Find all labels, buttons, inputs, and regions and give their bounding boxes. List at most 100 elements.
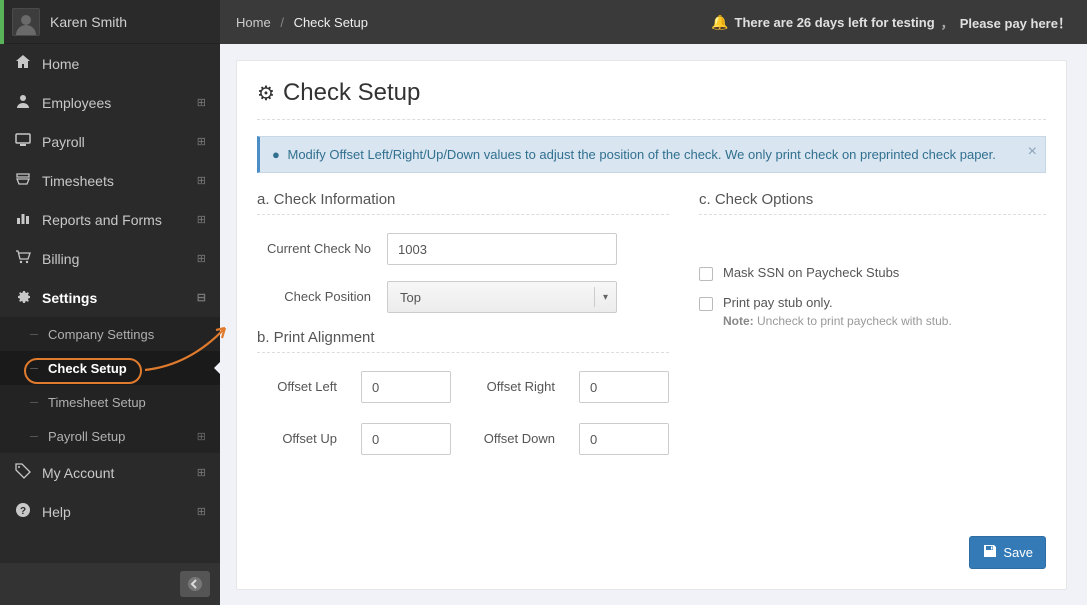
nav-label: Billing (42, 251, 197, 267)
offset-right-input[interactable] (579, 371, 669, 403)
bell-icon: 🔔 (711, 14, 728, 31)
subnav-check-setup[interactable]: Check Setup (0, 351, 220, 385)
alert-text: Modify Offset Left/Right/Up/Down values … (287, 147, 995, 162)
user-accent-bar (0, 0, 4, 44)
footer-nav: My Account ⊞ ? Help ⊞ (0, 453, 220, 531)
offset-down-input[interactable] (579, 423, 669, 455)
breadcrumb-home[interactable]: Home (236, 15, 271, 30)
nav-label: Timesheets (42, 173, 197, 189)
section-c-title: c. Check Options (699, 191, 1046, 214)
bullet-icon: ● (272, 147, 280, 162)
print-stub-only-checkbox[interactable] (699, 297, 713, 311)
alert-close-button[interactable]: × (1028, 143, 1037, 161)
nav-label: Settings (42, 290, 197, 306)
sidebar-collapse-row (0, 563, 220, 605)
section-b-title: b. Print Alignment (257, 329, 669, 352)
page-title: ⚙ Check Setup (257, 79, 1046, 119)
breadcrumb-current: Check Setup (294, 15, 368, 30)
nav-label: Employees (42, 95, 197, 111)
section-separator (699, 214, 1046, 215)
username: Karen Smith (50, 14, 127, 30)
mask-ssn-checkbox[interactable] (699, 267, 713, 281)
save-row: Save (969, 536, 1046, 569)
topbar: Home / Check Setup 🔔 There are 26 days l… (220, 0, 1087, 44)
label-offset-down: Offset Down (475, 431, 555, 447)
note-label: Note: (723, 314, 754, 328)
form-columns: a. Check Information Current Check No Ch… (257, 191, 1046, 455)
sub-label: Company Settings (48, 327, 154, 342)
subnav-timesheet-setup[interactable]: Timesheet Setup (0, 385, 220, 419)
row-check-position: Check Position Top (257, 281, 669, 313)
row-mask-ssn: Mask SSN on Paycheck Stubs (699, 265, 1046, 281)
check-position-value: Top (400, 290, 421, 305)
expand-icon: ⊞ (197, 213, 206, 226)
content-panel: ⚙ Check Setup ● Modify Offset Left/Right… (236, 60, 1067, 590)
sub-marker-icon (30, 334, 38, 335)
title-prefix: Check (283, 79, 351, 107)
sidebar-item-employees[interactable]: Employees ⊞ (0, 83, 220, 122)
nav-label: Help (42, 504, 197, 520)
sub-label: Timesheet Setup (48, 395, 146, 410)
person-icon (14, 93, 32, 113)
offset-grid: Offset Left Offset Right Offset Up Offse… (257, 371, 669, 455)
current-check-no-input[interactable] (387, 233, 617, 265)
trial-banner: 🔔 There are 26 days left for testing ， P… (711, 13, 1071, 32)
expand-icon: ⊞ (197, 135, 206, 148)
home-icon (14, 54, 32, 74)
right-column: c. Check Options Mask SSN on Paycheck St… (699, 191, 1046, 455)
gear-icon: ⚙ (257, 81, 275, 106)
note-text: Uncheck to print paycheck with stub. (757, 314, 952, 328)
main: ⚙ Check Setup ● Modify Offset Left/Right… (220, 44, 1077, 595)
subnav-payroll-setup[interactable]: Payroll Setup ⊞ (0, 419, 220, 453)
expand-icon: ⊞ (197, 174, 206, 187)
tag-icon (14, 463, 32, 483)
left-column: a. Check Information Current Check No Ch… (257, 191, 669, 455)
offset-left-input[interactable] (361, 371, 451, 403)
bar-chart-icon (14, 210, 32, 230)
banner-sep: ， (941, 13, 954, 32)
expand-icon: ⊞ (197, 252, 206, 265)
sidebar-item-timesheets[interactable]: Timesheets ⊞ (0, 161, 220, 200)
monitor-icon (14, 132, 32, 152)
sidebar-collapse-button[interactable] (180, 571, 210, 597)
sidebar-item-billing[interactable]: Billing ⊞ (0, 239, 220, 278)
label-offset-right: Offset Right (475, 379, 555, 395)
nav-label: Home (42, 56, 206, 72)
user-row[interactable]: Karen Smith (0, 0, 220, 44)
section-a-title: a. Check Information (257, 191, 669, 214)
print-stub-note: Note: Uncheck to print paycheck with stu… (723, 314, 952, 328)
banner-text1: There are 26 days left for testing (735, 15, 935, 30)
sidebar-item-help[interactable]: ? Help ⊞ (0, 492, 220, 531)
subnav-company-settings[interactable]: Company Settings (0, 317, 220, 351)
nav-label: My Account (42, 465, 197, 481)
arrow-left-icon (187, 576, 203, 592)
label-offset-left: Offset Left (267, 379, 337, 395)
avatar (12, 8, 40, 36)
sidebar-item-myaccount[interactable]: My Account ⊞ (0, 453, 220, 492)
breadcrumb-sep: / (280, 15, 284, 30)
sidebar-item-reports[interactable]: Reports and Forms ⊞ (0, 200, 220, 239)
sub-marker-icon (30, 436, 38, 437)
pay-here-link[interactable]: Please pay here！ (960, 13, 1071, 32)
sub-marker-icon (30, 402, 38, 403)
save-icon (982, 543, 998, 562)
row-print-stub-only: Print pay stub only. Note: Uncheck to pr… (699, 295, 1046, 328)
sidebar-item-home[interactable]: Home (0, 44, 220, 83)
sub-label: Payroll Setup (48, 429, 125, 444)
sidebar: Karen Smith Home Employees ⊞ Payroll ⊞ T… (0, 0, 220, 605)
nav-label: Payroll (42, 134, 197, 150)
settings-subnav: Company Settings Check Setup Timesheet S… (0, 317, 220, 453)
offset-up-input[interactable] (361, 423, 451, 455)
collapse-icon: ⊟ (197, 291, 206, 304)
cart-icon (14, 249, 32, 269)
sidebar-item-settings[interactable]: Settings ⊟ (0, 278, 220, 317)
main-nav: Home Employees ⊞ Payroll ⊞ Timesheets ⊞ … (0, 44, 220, 317)
breadcrumb: Home / Check Setup (236, 15, 368, 30)
sidebar-item-payroll[interactable]: Payroll ⊞ (0, 122, 220, 161)
mask-ssn-label: Mask SSN on Paycheck Stubs (723, 265, 899, 280)
check-position-select[interactable]: Top (387, 281, 617, 313)
sub-marker-icon (30, 368, 38, 369)
nav-label: Reports and Forms (42, 212, 197, 228)
svg-text:?: ? (20, 506, 26, 517)
save-button[interactable]: Save (969, 536, 1046, 569)
